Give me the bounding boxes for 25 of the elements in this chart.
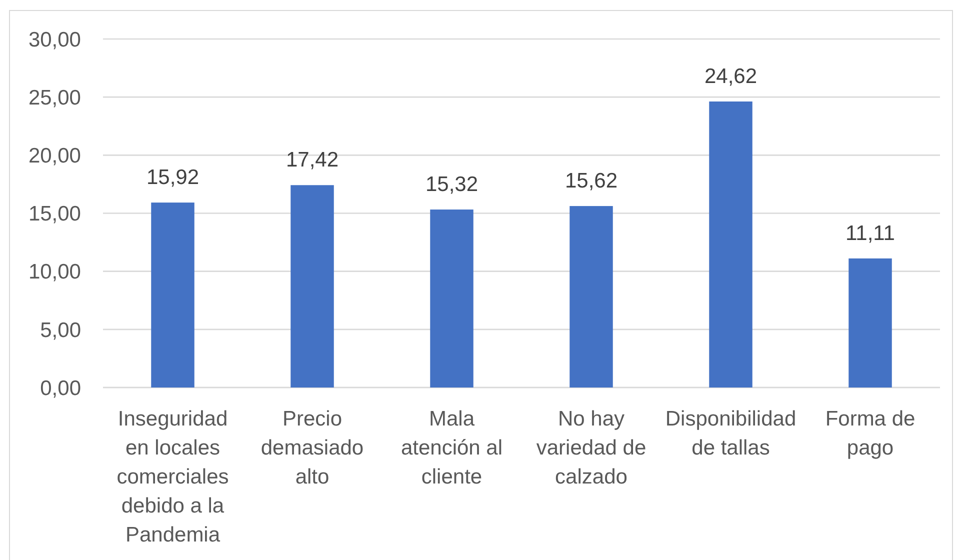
data-label: 15,62 xyxy=(564,169,618,192)
data-label: 15,92 xyxy=(146,166,200,189)
x-tick-label: Disponibilidad de tallas xyxy=(665,408,796,460)
bar xyxy=(151,202,194,388)
x-tick-label: No hay variedad de calzado xyxy=(536,408,646,488)
x-tick-label: Inseguridad en locales comerciales debido a la Pandemia xyxy=(116,408,229,546)
data-label: 11,11 xyxy=(846,222,895,245)
data-label: 15,32 xyxy=(425,172,478,196)
bar xyxy=(430,210,474,388)
bar xyxy=(570,206,613,388)
y-tick-label: 5,00 xyxy=(40,318,81,342)
bar xyxy=(709,102,752,388)
y-tick-label: 0,00 xyxy=(40,376,81,400)
y-tick-label: 15,00 xyxy=(28,202,81,226)
y-tick-label: 25,00 xyxy=(28,86,81,110)
x-tick-label: Mala atención al cliente xyxy=(400,408,503,488)
data-label: 24,62 xyxy=(704,64,758,88)
y-tick-label: 20,00 xyxy=(28,144,81,168)
data-label: 17,42 xyxy=(286,148,339,172)
x-tick-label: Precio demasiado alto xyxy=(260,408,364,488)
bar xyxy=(290,185,334,388)
bar xyxy=(848,258,892,388)
y-tick-label: 10,00 xyxy=(28,260,81,284)
x-tick-label: Forma de pago xyxy=(825,408,916,460)
y-tick-label: 30,00 xyxy=(28,28,81,52)
